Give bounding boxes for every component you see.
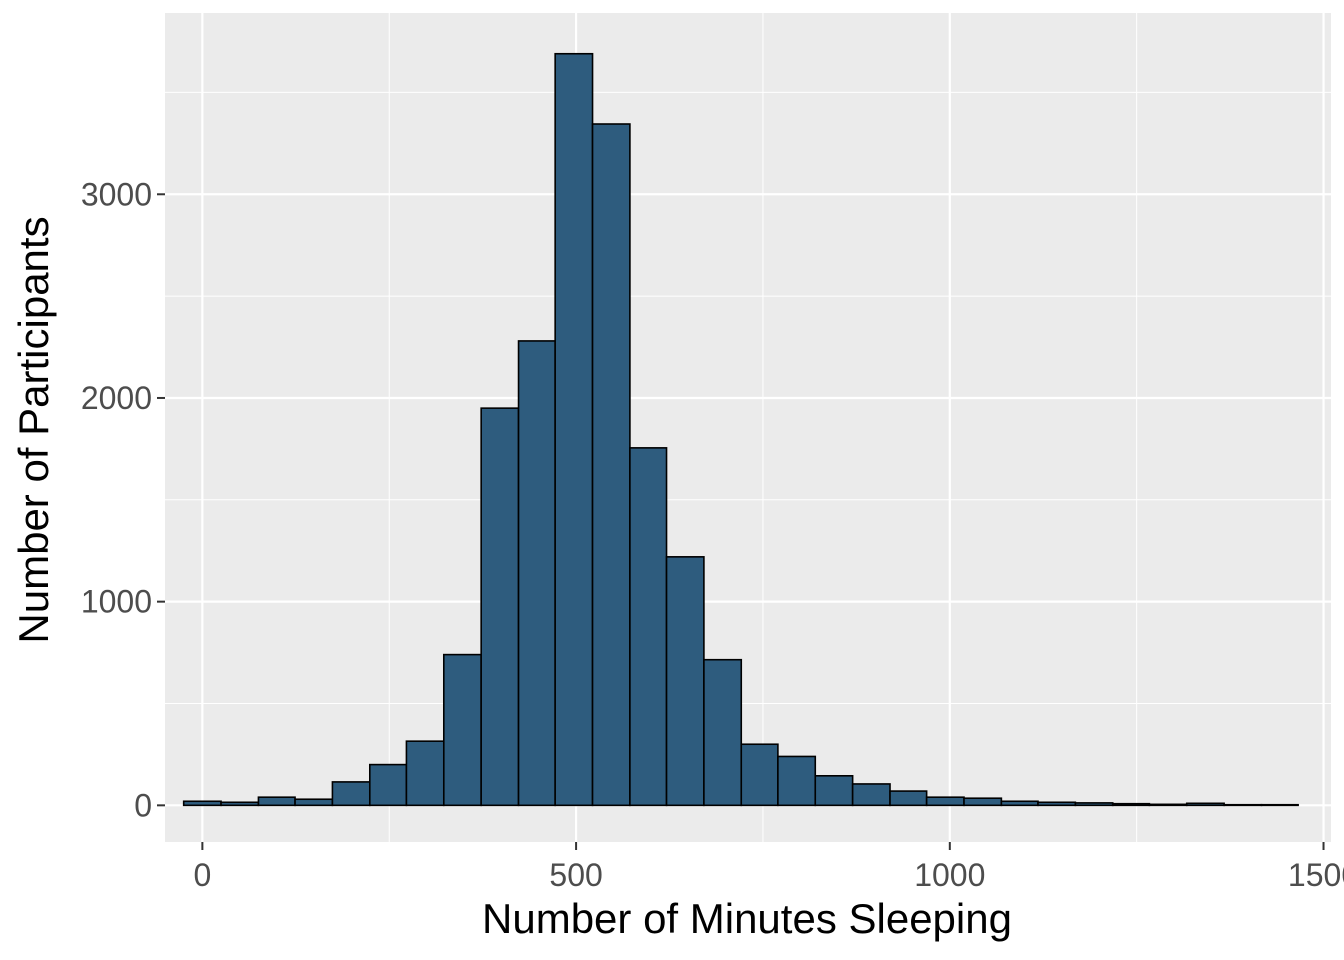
minor-gridlines — [165, 13, 1331, 842]
x-tick-label: 0 — [193, 857, 211, 893]
x-tick-label: 1000 — [914, 857, 985, 893]
histogram-bar — [517, 340, 556, 807]
histogram-bar — [889, 790, 928, 807]
histogram-bar — [1148, 803, 1188, 807]
histogram-bar — [257, 796, 296, 807]
histogram-bar — [1074, 802, 1114, 807]
plot-panel — [165, 13, 1331, 842]
histogram-bar — [331, 781, 371, 807]
y-tick-label: 1000 — [81, 584, 152, 620]
histogram-bar — [368, 763, 408, 807]
histogram-bar — [1111, 802, 1151, 807]
histogram-bar — [405, 740, 445, 807]
y-axis-title: Number of Participants — [10, 216, 57, 644]
histogram-bar — [851, 783, 891, 807]
histogram-bar — [1000, 800, 1039, 807]
y-tick-label: 0 — [134, 787, 152, 823]
histogram-bar — [554, 52, 594, 807]
histogram-bar — [182, 800, 222, 807]
histogram-bar — [777, 755, 817, 807]
y-axis-ticks: 0 1000 2000 3000 — [81, 176, 165, 823]
histogram-bar — [665, 556, 705, 807]
x-axis-title: Number of Minutes Sleeping — [482, 895, 1012, 942]
histogram-bar — [1185, 802, 1225, 807]
histogram-bar — [629, 447, 668, 807]
histogram-bar — [591, 123, 631, 807]
histogram-bar — [703, 658, 743, 807]
histogram-bar — [480, 407, 520, 807]
histogram-bar — [1223, 803, 1263, 807]
x-tick-label: 500 — [549, 857, 602, 893]
histogram-bar — [963, 797, 1003, 807]
histogram-bar — [220, 801, 260, 807]
histogram-bars — [182, 52, 1299, 807]
histogram-bar — [294, 798, 334, 807]
histogram-bar — [925, 796, 965, 807]
y-tick-label: 3000 — [81, 176, 152, 212]
histogram-bar — [442, 653, 482, 807]
histogram-bar — [1260, 803, 1299, 807]
y-tick-label: 2000 — [81, 380, 152, 416]
histogram-bar — [1037, 801, 1077, 807]
histogram-bar — [814, 775, 854, 807]
histogram-bar — [740, 743, 779, 807]
